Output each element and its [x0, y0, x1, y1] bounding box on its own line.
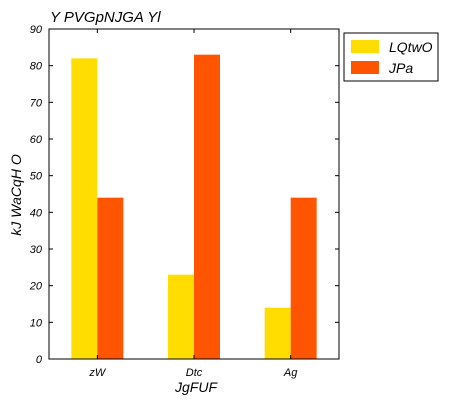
y-tick-label: 50 [30, 171, 43, 183]
bars-group [71, 54, 317, 360]
bar-jpa-zw [97, 197, 124, 359]
y-axis-label: kJ WaCqH O [8, 154, 24, 236]
y-tick-label: 0 [36, 354, 43, 366]
x-axis-ticks: zW Dtc Ag [88, 29, 298, 379]
x-axis-label: JgFUF [174, 379, 218, 395]
bar-lqtwo-ag [264, 307, 291, 359]
y-tick-label: 10 [30, 317, 43, 329]
legend-swatch-jpa [351, 61, 379, 74]
y-tick-label: 90 [30, 24, 43, 36]
bar-lqtwo-zw [71, 58, 98, 359]
legend: LQtwO JPa [343, 32, 439, 82]
legend-swatch-lqtwo [351, 40, 379, 53]
y-tick-label: 30 [30, 244, 43, 256]
y-tick-label: 70 [30, 97, 43, 109]
chart-title: Y PVGpNJGA Yl [50, 9, 161, 26]
bar-jpa-dtc [194, 54, 220, 360]
y-tick-label: 60 [30, 134, 43, 146]
bar-lqtwo-dtc [168, 274, 194, 359]
y-tick-label: 40 [30, 207, 43, 219]
bar-jpa-ag [290, 197, 317, 359]
x-tick-label: Ag [283, 367, 298, 379]
x-tick-label: zW [88, 367, 107, 379]
legend-label-lqtwo: LQtwO [389, 39, 433, 55]
y-tick-label: 80 [30, 61, 43, 73]
legend-label-jpa: JPa [388, 60, 413, 76]
x-tick-label: Dtc [186, 367, 203, 379]
y-axis-ticks: 0 10 20 30 40 50 60 70 80 90 [29, 24, 339, 366]
plot-frame [48, 28, 340, 360]
y-tick-label: 20 [29, 281, 43, 293]
